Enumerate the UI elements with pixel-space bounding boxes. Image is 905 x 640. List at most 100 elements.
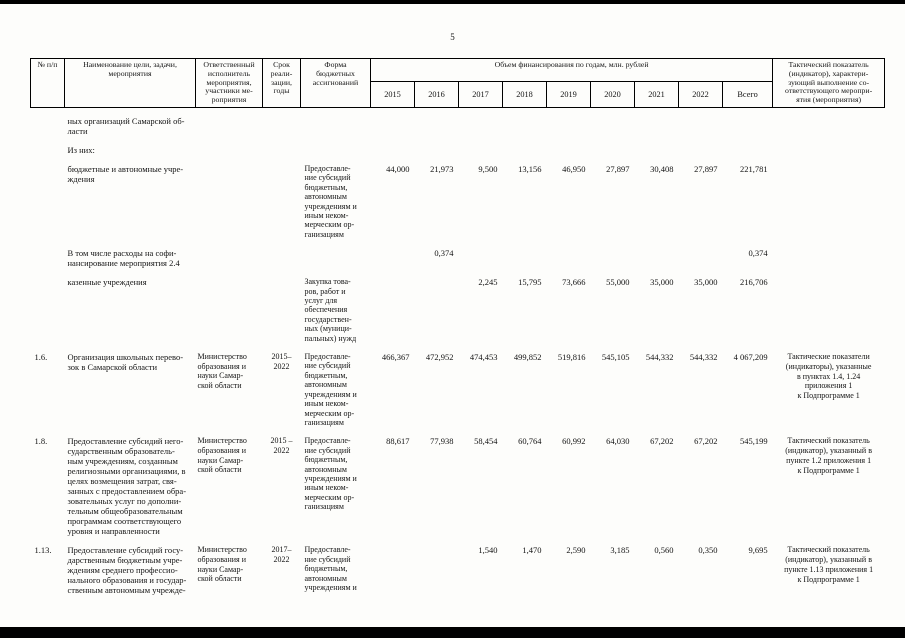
header-year-2019: 2019: [546, 81, 591, 108]
value-cell: 67,202: [694, 436, 718, 447]
row-indicator: Тактический показатель (индикатор), указ…: [784, 545, 874, 584]
scan-edge-top: [0, 0, 905, 4]
value-cell: [415, 277, 459, 352]
row-responsible: Министерство образования и науки Самар- …: [197, 545, 247, 584]
value-cell: 35,000: [650, 277, 674, 288]
header-year-2022: 2022: [678, 81, 723, 108]
value-cell: 13,156: [518, 163, 542, 174]
header-name: Наименование цели, задачи, мероприятия: [64, 58, 196, 108]
table-row: В том числе расходы на софи- нансировани…: [31, 248, 885, 277]
value-cell: [371, 145, 415, 164]
value-cell: [591, 145, 635, 164]
value-cell: 44,000: [386, 163, 410, 174]
header-total: Всего: [721, 81, 774, 108]
row-number: [31, 107, 65, 145]
row-name: Из них:: [67, 144, 95, 155]
value-cell: [503, 248, 547, 277]
row-number: 1.8.: [34, 436, 48, 447]
value-cell: 64,030: [606, 436, 630, 447]
value-cell: [371, 248, 415, 277]
value-cell: 55,000: [606, 277, 630, 288]
value-cell: [547, 145, 591, 164]
row-name: бюджетные и автономные учре- ждения: [67, 163, 184, 184]
row-responsible: [196, 277, 263, 352]
value-cell: 67,202: [650, 436, 674, 447]
value-cell: 1,470: [522, 545, 542, 556]
value-cell: [547, 248, 591, 277]
header-year-2020: 2020: [590, 81, 635, 108]
row-indicator: [773, 164, 885, 248]
row-indicator: [773, 248, 885, 277]
row-number: [31, 164, 65, 248]
header-indicator: Тактический показатель (индикатор), хара…: [772, 58, 886, 108]
value-cell: 519,816: [557, 352, 586, 363]
value-cell: [503, 145, 547, 164]
row-form: [301, 145, 371, 164]
header-year-2016: 2016: [414, 81, 459, 108]
header-year-2015: 2015: [370, 81, 415, 108]
row-term: [263, 164, 301, 248]
row-term: 2017– 2022: [271, 545, 292, 564]
value-cell: [547, 107, 591, 145]
value-cell: 73,666: [562, 277, 586, 288]
value-cell: [635, 248, 679, 277]
table-row: 1.13. Предоставление субсидий госу- дарс…: [31, 545, 885, 604]
row-indicator: [773, 145, 885, 164]
header-num: № п/п: [30, 58, 65, 108]
value-cell: [635, 145, 679, 164]
header-term: Срок реали- зации, годы: [262, 58, 301, 108]
row-responsible: Министерство образования и науки Самар- …: [197, 352, 247, 390]
value-cell: 0,560: [654, 545, 674, 556]
value-cell: 88,617: [386, 436, 410, 447]
value-cell: [415, 145, 459, 164]
row-number: [31, 277, 65, 352]
value-cell: 1,540: [478, 545, 498, 556]
scan-edge-bottom: [0, 627, 905, 638]
row-indicator: [773, 107, 885, 145]
header-form: Форма бюджетных ассигнований: [300, 58, 371, 108]
value-cell: [679, 145, 723, 164]
value-cell: 544,332: [689, 352, 718, 363]
value-cell: [459, 248, 503, 277]
row-term: 2015– 2022: [271, 352, 292, 371]
row-responsible: [196, 107, 263, 145]
value-cell: 2,245: [478, 277, 498, 288]
value-cell: [415, 545, 459, 604]
row-form: [301, 107, 371, 145]
table-header: № п/п Наименование цели, задачи, меропри…: [30, 57, 886, 108]
header-year-2021: 2021: [634, 81, 679, 108]
row-indicator: [773, 277, 885, 352]
header-responsible: Ответственный исполнитель мероприятия, у…: [195, 58, 263, 108]
value-cell: 0,350: [698, 545, 718, 556]
header-finance: Объем финансирования по годам, млн. рубл…: [369, 57, 774, 83]
value-cell: [591, 248, 635, 277]
value-cell: 472,952: [425, 352, 454, 363]
row-indicator: Тактический показатель (индикатор), указ…: [785, 436, 872, 475]
value-cell: [635, 107, 679, 145]
value-cell: 4 067,209: [733, 352, 768, 363]
row-term: [263, 277, 301, 352]
value-cell: 0,374: [434, 248, 454, 259]
row-form: Предоставле- ние субсидий бюджетным, авт…: [304, 163, 357, 239]
header-year-2018: 2018: [502, 81, 547, 108]
table-row: ных организаций Самарской об- ласти: [31, 107, 885, 145]
value-cell: [723, 145, 773, 164]
row-form: Предоставле- ние субсидий бюджетным, авт…: [304, 352, 357, 427]
table-body: ных организаций Самарской об- ласти Из н…: [31, 107, 885, 604]
table-row: 1.8. Предоставление субсидий него- судар…: [31, 436, 885, 545]
row-number: 1.13.: [34, 545, 52, 556]
row-name: ных организаций Самарской об- ласти: [67, 115, 185, 136]
finance-table: № п/п Наименование цели, задачи, меропри…: [30, 57, 886, 604]
value-cell: 60,764: [518, 436, 542, 447]
table-row: 1.6. Организация школьных перево- зок в …: [31, 352, 885, 436]
value-cell: 545,199: [739, 436, 768, 447]
row-form: [301, 248, 371, 277]
value-cell: 46,950: [562, 163, 586, 174]
row-name: Предоставление субсидий госу- дарственны…: [67, 545, 187, 596]
table-row: казенные учреждения Закупка това- ров, р…: [31, 277, 885, 352]
row-form: Закупка това- ров, работ и услуг для обе…: [304, 277, 357, 343]
value-cell: 216,706: [739, 277, 768, 288]
row-number: [31, 248, 65, 277]
row-responsible: [196, 145, 263, 164]
